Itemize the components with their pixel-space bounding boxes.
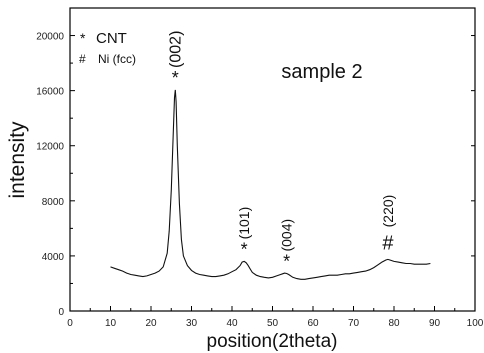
- peak-label: (004): [279, 219, 295, 252]
- y-tick-label: 0: [58, 307, 64, 318]
- peak-label: (002): [167, 31, 184, 68]
- legend-symbol-cnt: *: [80, 30, 86, 46]
- peak-label: (101): [236, 207, 252, 240]
- y-tick-label: 20000: [36, 32, 64, 43]
- series-line: [110, 89, 431, 280]
- peak-symbol: *: [241, 239, 248, 259]
- x-tick-label: 90: [429, 318, 441, 329]
- y-tick-label: 16000: [36, 87, 64, 98]
- y-tick-label: 12000: [36, 142, 64, 153]
- chart-title: sample 2: [281, 61, 362, 83]
- legend-label-cnt: CNT: [96, 30, 127, 47]
- x-axis-label: position(2theta): [207, 331, 338, 352]
- y-tick-label: 8000: [42, 197, 65, 208]
- y-tick-label: 4000: [42, 252, 65, 263]
- peak-symbol: *: [283, 252, 290, 272]
- x-tick-label: 10: [105, 318, 117, 329]
- peak-label: (220): [380, 195, 396, 228]
- legend-label-ni: Ni (fcc): [98, 52, 136, 66]
- peak-symbol: #: [382, 232, 394, 254]
- y-axis-ticks: 0 4000 8000 12000 16000 20000: [36, 7, 475, 318]
- x-tick-label: 30: [186, 318, 198, 329]
- y-axis-label: intensity: [6, 121, 29, 199]
- legend-symbol-ni: #: [79, 52, 86, 66]
- x-tick-label: 80: [388, 318, 400, 329]
- x-tick-label: 0: [67, 318, 73, 329]
- peak-symbol: *: [172, 68, 179, 88]
- x-tick-label: 60: [307, 318, 319, 329]
- x-tick-label: 20: [145, 318, 157, 329]
- x-tick-label: 100: [467, 318, 484, 329]
- x-tick-label: 50: [267, 318, 279, 329]
- peak-annotations: *(002)*(101)*(004) #(220): [167, 31, 396, 272]
- x-tick-label: 40: [226, 318, 238, 329]
- x-axis-ticks: 0 10 20 30 40 50 60 70 80 90 100: [67, 306, 484, 329]
- x-tick-label: 70: [348, 318, 360, 329]
